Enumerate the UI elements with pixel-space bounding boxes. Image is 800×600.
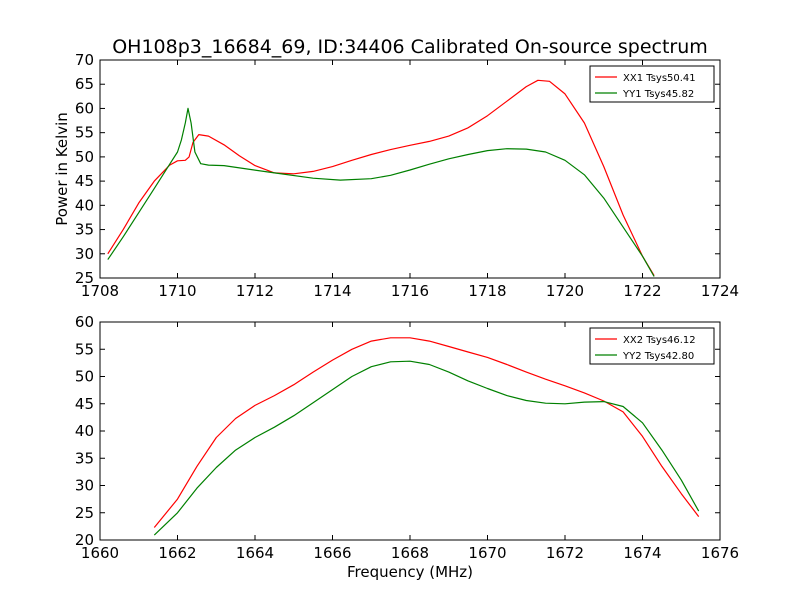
legend-top: XX1 Tsys50.41 YY1 Tsys45.82 xyxy=(589,65,715,103)
plot-frame-top xyxy=(99,59,721,279)
y-tick-label-bottom: 55 xyxy=(75,340,94,358)
legend-label-yy2: YY2 Tsys42.80 xyxy=(622,351,694,362)
x-tick-label-bottom: 1662 xyxy=(158,544,196,562)
x-tick-label-bottom: 1672 xyxy=(546,544,584,562)
y-tick-label-top: 35 xyxy=(75,221,94,239)
y-tick-label-top: 55 xyxy=(75,124,94,142)
y-tick-label-bottom: 45 xyxy=(75,395,94,413)
x-tick-label-bottom: 1674 xyxy=(623,544,661,562)
legend-label-yy1: YY1 Tsys45.82 xyxy=(622,89,694,100)
panel-top: 1708 1710 1712 1714 1716 1718 1720 1722 1724 25 30… xyxy=(53,51,739,300)
y-tick-label-top: 25 xyxy=(75,269,94,287)
x-tick-label-bottom: 1676 xyxy=(701,544,739,562)
plot-marks-bottom: 1660 1662 1664 1666 1668 1670 1672 1674 1676 20 25… xyxy=(75,313,739,562)
y-tick-label-bottom: 20 xyxy=(75,531,94,549)
y-tick-label-bottom: 25 xyxy=(75,504,94,522)
y-tick-label-top: 30 xyxy=(75,245,94,263)
x-tick-label-top: 1724 xyxy=(701,282,739,300)
x-tick-label-bottom: 1664 xyxy=(236,544,274,562)
y-tick-label-top: 60 xyxy=(75,99,94,117)
x-tick-label-top: 1718 xyxy=(468,282,506,300)
x-axis-label-bottom: Frequency (MHz) xyxy=(347,563,473,581)
panel-bottom: 1660 1662 1664 1666 1668 1670 1672 1674 1676 20 25… xyxy=(75,313,739,581)
y-tick-label-bottom: 40 xyxy=(75,422,94,440)
x-tick-label-top: 1710 xyxy=(158,282,196,300)
y-tick-label-top: 40 xyxy=(75,196,94,214)
x-tick-label-top: 1716 xyxy=(391,282,429,300)
x-tick-label-top: 1714 xyxy=(313,282,351,300)
x-tick-label-bottom: 1670 xyxy=(468,544,506,562)
y-tick-label-bottom: 35 xyxy=(75,449,94,467)
series-line-xx2 xyxy=(153,337,700,528)
y-tick-label-bottom: 30 xyxy=(75,477,94,495)
legend-frame-bottom xyxy=(589,327,715,365)
x-tick-label-top: 1722 xyxy=(623,282,661,300)
x-tick-label-top: 1712 xyxy=(236,282,274,300)
series-line-yy2 xyxy=(153,360,700,536)
x-tick-label-bottom: 1666 xyxy=(313,544,351,562)
figure-title: OH108p3_16684_69, ID:34406 Calibrated On… xyxy=(112,36,708,58)
y-tick-label-top: 45 xyxy=(75,172,94,190)
legend-label-xx2: XX2 Tsys46.12 xyxy=(623,335,696,346)
plot-frame-bottom xyxy=(99,321,721,541)
plot-marks-top: 1708 1710 1712 1714 1716 1718 1720 1722 1724 25 30… xyxy=(75,51,739,300)
y-tick-label-top: 65 xyxy=(75,75,94,93)
x-tick-label-bottom: 1660 xyxy=(81,544,119,562)
y-tick-label-top: 50 xyxy=(75,148,94,166)
legend-bottom: XX2 Tsys46.12 YY2 Tsys42.80 xyxy=(589,327,715,365)
series-line-xx1 xyxy=(107,79,655,276)
x-tick-label-bottom: 1668 xyxy=(391,544,429,562)
x-tick-label-top: 1708 xyxy=(81,282,119,300)
legend-label-xx1: XX1 Tsys50.41 xyxy=(623,73,696,84)
series-line-yy1 xyxy=(107,107,655,277)
y-tick-label-bottom: 60 xyxy=(75,313,94,331)
legend-frame-top xyxy=(589,65,715,103)
x-tick-label-top: 1720 xyxy=(546,282,584,300)
y-axis-label-top: Power in Kelvin xyxy=(53,112,71,226)
y-tick-label-top: 70 xyxy=(75,51,94,69)
y-tick-label-bottom: 50 xyxy=(75,368,94,386)
